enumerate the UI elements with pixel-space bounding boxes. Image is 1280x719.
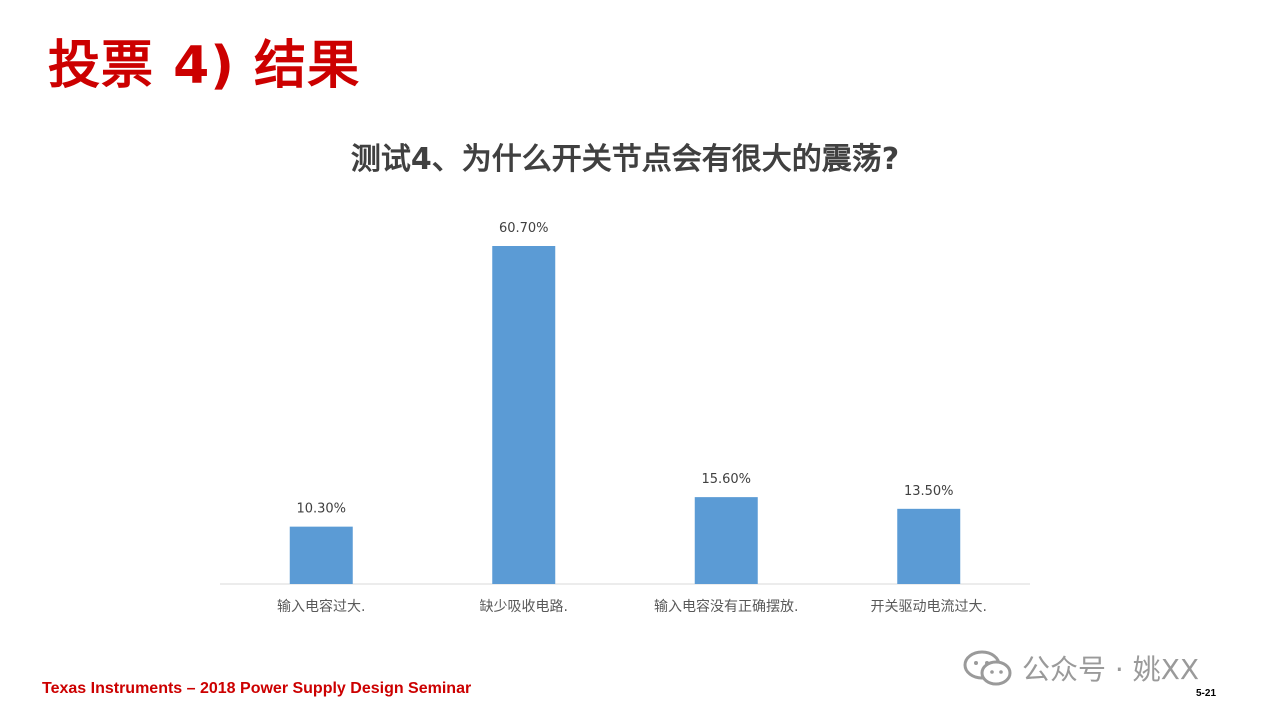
data-label-4: 13.50%	[904, 484, 954, 499]
page-number: 5-21	[1196, 688, 1217, 699]
watermark: 公众号 · 姚XX	[962, 648, 1199, 688]
bar-3	[694, 497, 758, 584]
bar-1	[289, 526, 353, 584]
data-label-1: 10.30%	[296, 502, 346, 517]
category-label-3: 输入电容没有正确摆放.	[654, 598, 798, 615]
category-label-2: 缺少吸收电路.	[480, 599, 568, 615]
data-label-2: 60.70%	[499, 221, 549, 236]
bar-4	[897, 508, 961, 584]
bar-2	[492, 246, 556, 584]
category-label-4: 开关驱动电流过大.	[871, 599, 987, 615]
watermark-text: 公众号 · 姚XX	[1022, 653, 1200, 686]
slide-title: 投票 4) 结果	[48, 36, 361, 96]
data-label-3: 15.60%	[701, 472, 751, 487]
wechat-icon	[963, 650, 1012, 686]
footer-text: Texas Instruments – 2018 Power Supply De…	[42, 680, 472, 697]
chart-title: 测试4、为什么开关节点会有很大的震荡?	[350, 142, 900, 177]
category-label-1: 输入电容过大.	[277, 598, 365, 615]
